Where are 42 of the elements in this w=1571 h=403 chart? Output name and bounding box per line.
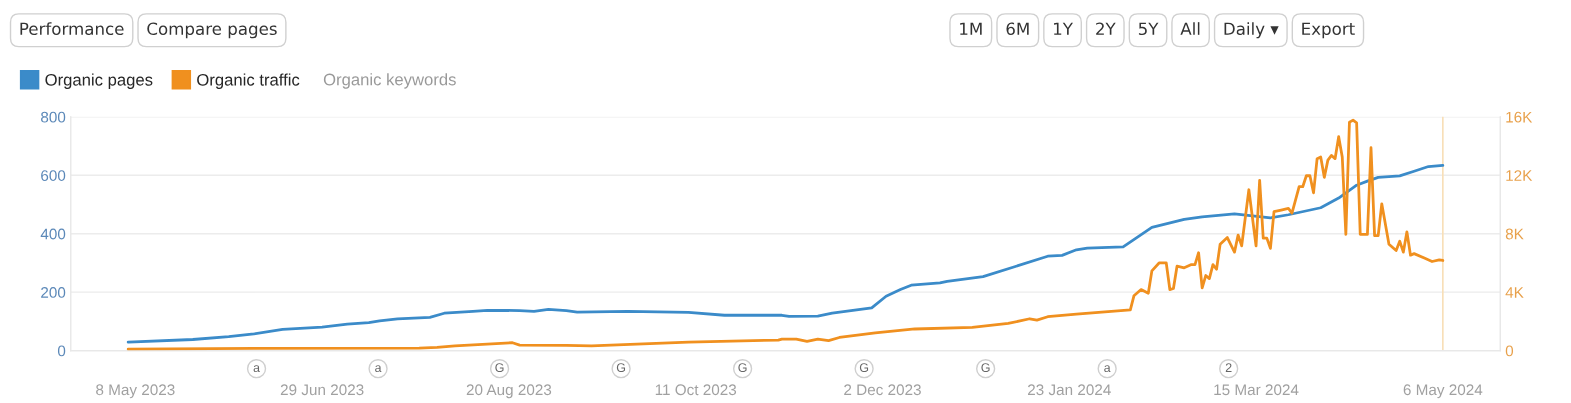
y2-tick-label: 12K bbox=[1506, 170, 1533, 181]
text: G bbox=[738, 363, 747, 373]
text: Daily ▾ bbox=[1224, 22, 1279, 39]
text: Organic keywords bbox=[323, 73, 456, 89]
legend-label: Organic traffic bbox=[197, 73, 300, 89]
text: 1M bbox=[960, 22, 982, 35]
x-tick-label: 11 Oct 2023 bbox=[655, 384, 737, 396]
x-tick-label: 15 Mar 2024 bbox=[1214, 384, 1299, 396]
x-tick-label: 6 May 2024 bbox=[1403, 384, 1483, 399]
text: a bbox=[1104, 365, 1111, 373]
text: a bbox=[375, 365, 382, 373]
text: G bbox=[981, 363, 990, 373]
y-tick-label: 600 bbox=[41, 170, 66, 181]
text: a bbox=[253, 365, 261, 373]
text: Performance bbox=[20, 22, 124, 36]
x-tick-label: 20 Aug 2023 bbox=[466, 384, 552, 399]
text: 1Y bbox=[1054, 22, 1073, 35]
y2-tick-label: 0 bbox=[1505, 345, 1514, 357]
y-tick-label: 0 bbox=[57, 345, 66, 357]
x-tick-label: 23 Jan 2024 bbox=[1027, 384, 1111, 396]
text: G bbox=[495, 363, 504, 373]
text: G bbox=[859, 363, 869, 373]
text: Export bbox=[1302, 22, 1355, 39]
y2-tick-label: 4K bbox=[1505, 287, 1524, 298]
y-tick-label: 400 bbox=[40, 228, 66, 240]
text: 2 bbox=[1225, 363, 1232, 372]
text: Compare pages bbox=[147, 22, 277, 39]
text: G bbox=[616, 363, 626, 373]
legend-label: Organic pages bbox=[45, 73, 153, 89]
x-tick-label: 2 Dec 2023 bbox=[844, 384, 921, 396]
text: All bbox=[1180, 22, 1200, 35]
y2-tick-label: 8K bbox=[1505, 228, 1524, 240]
y2-tick-label: 16K bbox=[1506, 111, 1533, 123]
x-tick-label: 29 Jun 2023 bbox=[280, 384, 364, 396]
y-tick-label: 200 bbox=[41, 287, 66, 298]
line-series bbox=[126, 163, 1445, 344]
line-series bbox=[126, 118, 1445, 351]
y-tick-label: 800 bbox=[41, 111, 66, 123]
text: 6M bbox=[1006, 22, 1029, 36]
text: 2Y bbox=[1096, 22, 1116, 35]
x-tick-label: 8 May 2023 bbox=[96, 384, 175, 399]
text: 5Y bbox=[1138, 22, 1159, 36]
